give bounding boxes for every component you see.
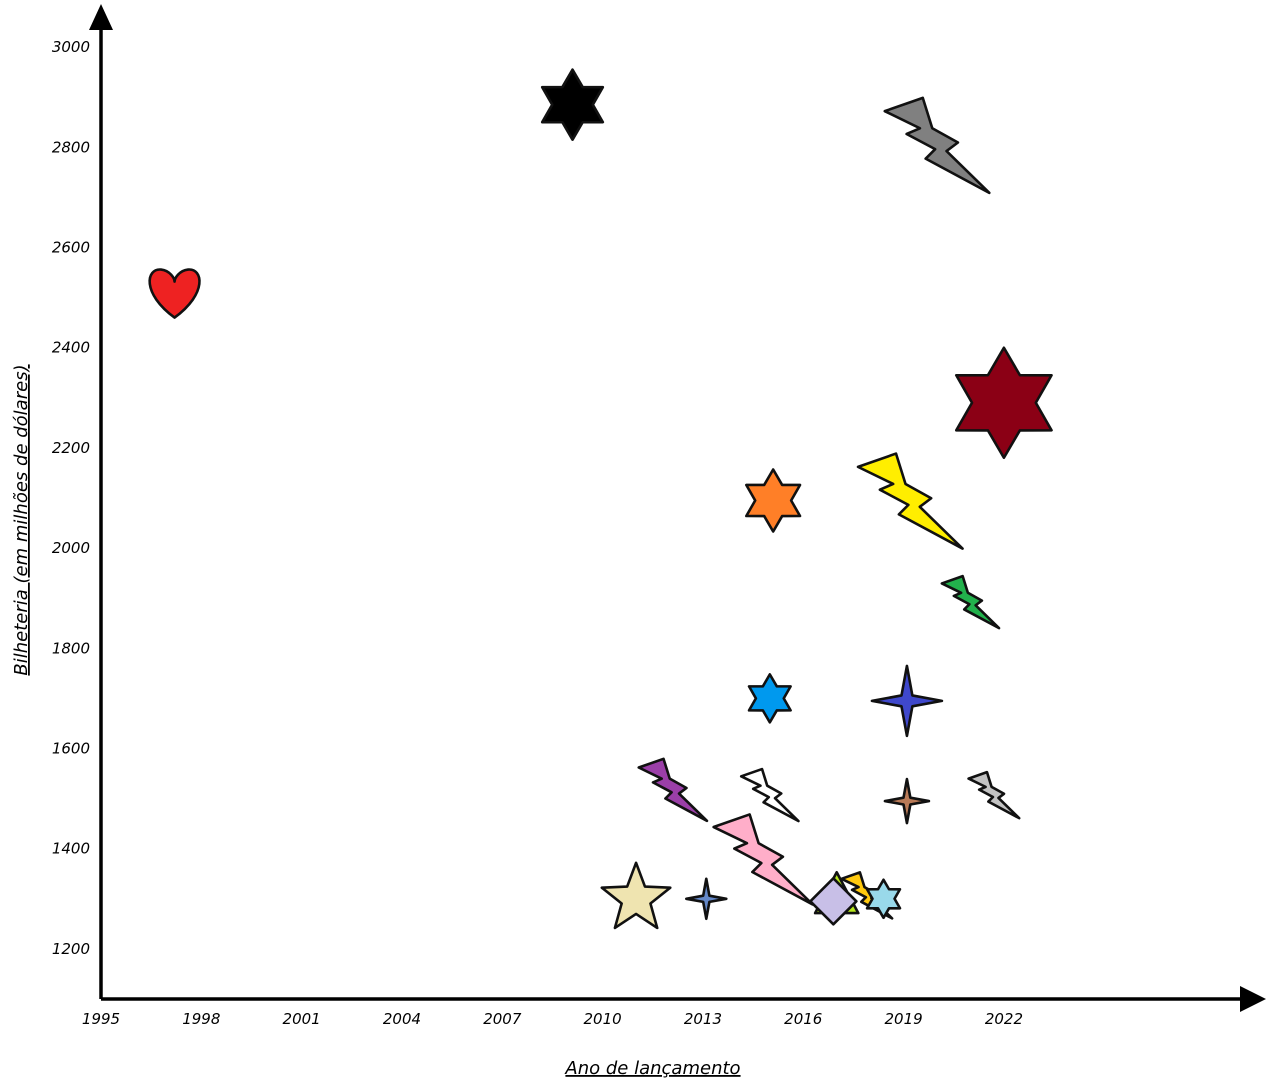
axes: [89, 4, 1266, 1012]
y-tick-label: 3000: [52, 38, 90, 56]
data-point-bolt: [856, 452, 964, 550]
data-point-hexagram: [747, 673, 792, 724]
data-point-hexagram: [954, 346, 1053, 460]
data-point-sparkle: [684, 877, 728, 921]
x-tick-label: 2004: [383, 1010, 421, 1028]
x-tick-label: 2001: [283, 1010, 321, 1028]
x-tick-label: 2022: [985, 1010, 1023, 1028]
x-tick-label: 2016: [784, 1010, 822, 1028]
data-point-hexagram: [540, 68, 605, 141]
tick-labels: 1995 1998 2001 2004 2007 2010 2013 2016 2019 2022…: [52, 38, 1023, 1028]
x-axis-arrow: [1240, 986, 1266, 1012]
x-tick-label: 1998: [182, 1010, 220, 1028]
y-tick-label: 2200: [52, 439, 90, 457]
data-point-bolt: [712, 813, 814, 906]
x-tick-label: 1995: [82, 1010, 120, 1028]
y-axis-arrow: [89, 4, 113, 30]
data-point-bolt: [883, 96, 991, 195]
y-tick-label: 2800: [52, 138, 90, 156]
data-point-star: [600, 861, 672, 930]
data-point-heart: [148, 268, 201, 319]
x-tick-label: 2013: [684, 1010, 722, 1028]
data-point-bolt: [967, 770, 1021, 820]
data-point-diamond: [809, 876, 858, 926]
y-axis-title: Bilheteria (em milhões de dólares): [11, 364, 32, 675]
data-point-bolt: [739, 767, 800, 823]
y-tick-label: 1400: [52, 840, 90, 858]
y-tick-label: 2000: [52, 539, 90, 557]
data-point-bolt: [637, 757, 709, 823]
data-point-hexagram: [865, 878, 902, 920]
y-tick-label: 2400: [52, 339, 90, 357]
x-tick-label: 2007: [483, 1010, 522, 1028]
data-point-bolt: [940, 574, 1001, 630]
y-tick-label: 1600: [52, 739, 90, 757]
data-point-hexagram: [745, 468, 802, 533]
y-tick-label: 1800: [52, 639, 90, 657]
x-tick-label: 2010: [584, 1010, 622, 1028]
data-points: [148, 68, 1053, 930]
data-point-sparkle: [883, 777, 931, 825]
x-tick-label: 2019: [884, 1010, 922, 1028]
x-axis-title: Ano de lançamento: [564, 1058, 740, 1079]
y-tick-label: 2600: [52, 238, 90, 256]
data-point-sparkle: [870, 664, 944, 738]
y-tick-label: 1200: [52, 940, 90, 958]
